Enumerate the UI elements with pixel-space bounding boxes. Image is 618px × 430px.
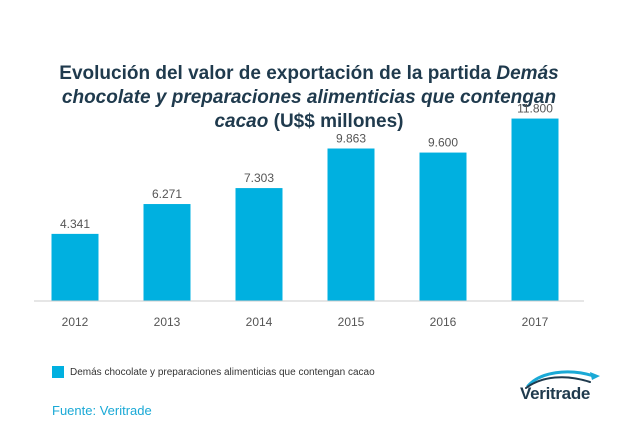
- x-tick-label-2014: 2014: [246, 315, 273, 329]
- value-label-2012: 4.341: [60, 217, 90, 231]
- bar-2016: [419, 152, 467, 301]
- value-label-2014: 7.303: [244, 171, 274, 185]
- bar-2013: [143, 204, 191, 301]
- value-label-2013: 6.271: [152, 187, 182, 201]
- x-tick-label-2016: 2016: [430, 315, 457, 329]
- bar-2015: [327, 148, 375, 301]
- x-tick-label-2017: 2017: [522, 315, 549, 329]
- veritrade-logo-text: Veritrade: [520, 384, 591, 403]
- veritrade-swoosh-icon: [525, 370, 600, 389]
- legend-swatch: [52, 366, 64, 378]
- veritrade-logo: Veritrade: [520, 368, 606, 408]
- chart-title-product: Demás chocolate y preparaciones alimenti…: [61, 63, 559, 132]
- chart-title-unit: (U$$ millones): [268, 111, 404, 132]
- x-tick-label-2015: 2015: [338, 315, 365, 329]
- x-tick-label-2012: 2012: [62, 315, 89, 329]
- bars-layer: [51, 118, 559, 301]
- tick-labels-layer: 2012 2013 2014 2015 2016 2017: [62, 315, 549, 329]
- x-tick-label-2013: 2013: [154, 315, 181, 329]
- value-label-2015: 9.863: [336, 132, 366, 146]
- legend: Demás chocolate y preparaciones alimenti…: [52, 364, 375, 380]
- bar-2014: [235, 188, 283, 301]
- value-label-2017: 11.800: [517, 102, 553, 116]
- legend-label: Demás chocolate y preparaciones alimenti…: [70, 366, 375, 378]
- source-note: Fuente: Veritrade: [52, 403, 152, 418]
- value-labels-layer: 4.341 6.271 7.303 9.863 9.600 11.800: [60, 102, 553, 231]
- bar-2017: [511, 118, 559, 301]
- chart-title: Evolución del valor de exportación de la…: [0, 62, 618, 134]
- bar-2012: [51, 233, 99, 301]
- value-label-2016: 9.600: [428, 136, 458, 150]
- chart-title-main: Evolución del valor de exportación de la…: [59, 63, 497, 84]
